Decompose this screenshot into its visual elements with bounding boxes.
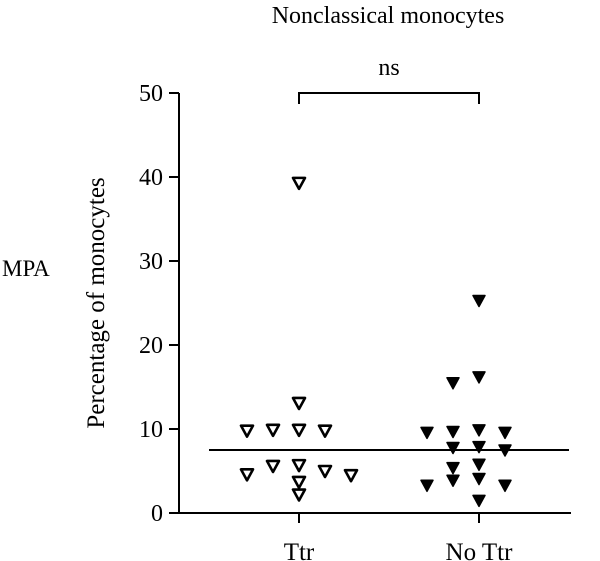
data-point-1-1 <box>472 371 486 384</box>
data-point-1-4 <box>446 425 460 439</box>
significance-label: ns <box>378 55 399 81</box>
data-point-0-1 <box>291 396 307 411</box>
data-point-1-10 <box>472 458 486 472</box>
data-point-0-6 <box>291 458 307 473</box>
y-tick-label: 0 <box>151 501 163 527</box>
y-tick-label: 40 <box>139 165 163 191</box>
data-point-0-8 <box>317 464 333 479</box>
y-ticks: 0 10 20 30 40 50 <box>139 81 179 527</box>
side-label: MPA <box>2 256 50 281</box>
x-category-label: No Ttr <box>446 539 514 561</box>
data-point-1-16 <box>472 494 486 508</box>
x-category-label: Ttr <box>284 539 315 561</box>
data-point-0-3 <box>239 424 255 438</box>
chart-title: Nonclassical monocytes <box>272 3 505 29</box>
data-point-0-2 <box>317 424 333 438</box>
y-tick-label: 10 <box>139 417 163 443</box>
data-point-0-7 <box>265 459 281 474</box>
y-axis-label: Percentage of monocytes <box>83 177 110 428</box>
data-point-0-0 <box>291 176 307 191</box>
data-point-1-2 <box>446 377 460 390</box>
significance-bracket <box>298 92 480 104</box>
data-point-0-10 <box>343 468 359 483</box>
data-point-0-11 <box>291 475 307 490</box>
data-point-1-0 <box>472 294 486 308</box>
data-point-0-12 <box>291 488 307 502</box>
data-point-1-6 <box>420 426 434 440</box>
data-points <box>239 176 512 508</box>
y-tick-label: 50 <box>139 81 163 107</box>
data-point-0-4 <box>291 423 307 438</box>
data-point-0-9 <box>239 468 255 482</box>
data-point-1-12 <box>472 472 486 486</box>
data-point-1-7 <box>472 440 486 454</box>
data-point-1-11 <box>446 461 460 475</box>
data-point-1-14 <box>498 479 512 493</box>
data-point-0-5 <box>265 423 281 438</box>
data-point-1-15 <box>420 479 434 493</box>
y-tick-label: 20 <box>139 333 163 359</box>
y-tick-label: 30 <box>139 249 163 275</box>
data-point-1-8 <box>446 441 460 455</box>
data-point-1-3 <box>472 424 486 437</box>
data-point-1-5 <box>498 426 512 440</box>
data-point-1-13 <box>446 474 460 487</box>
x-ticks: Ttr No Ttr <box>284 513 513 561</box>
